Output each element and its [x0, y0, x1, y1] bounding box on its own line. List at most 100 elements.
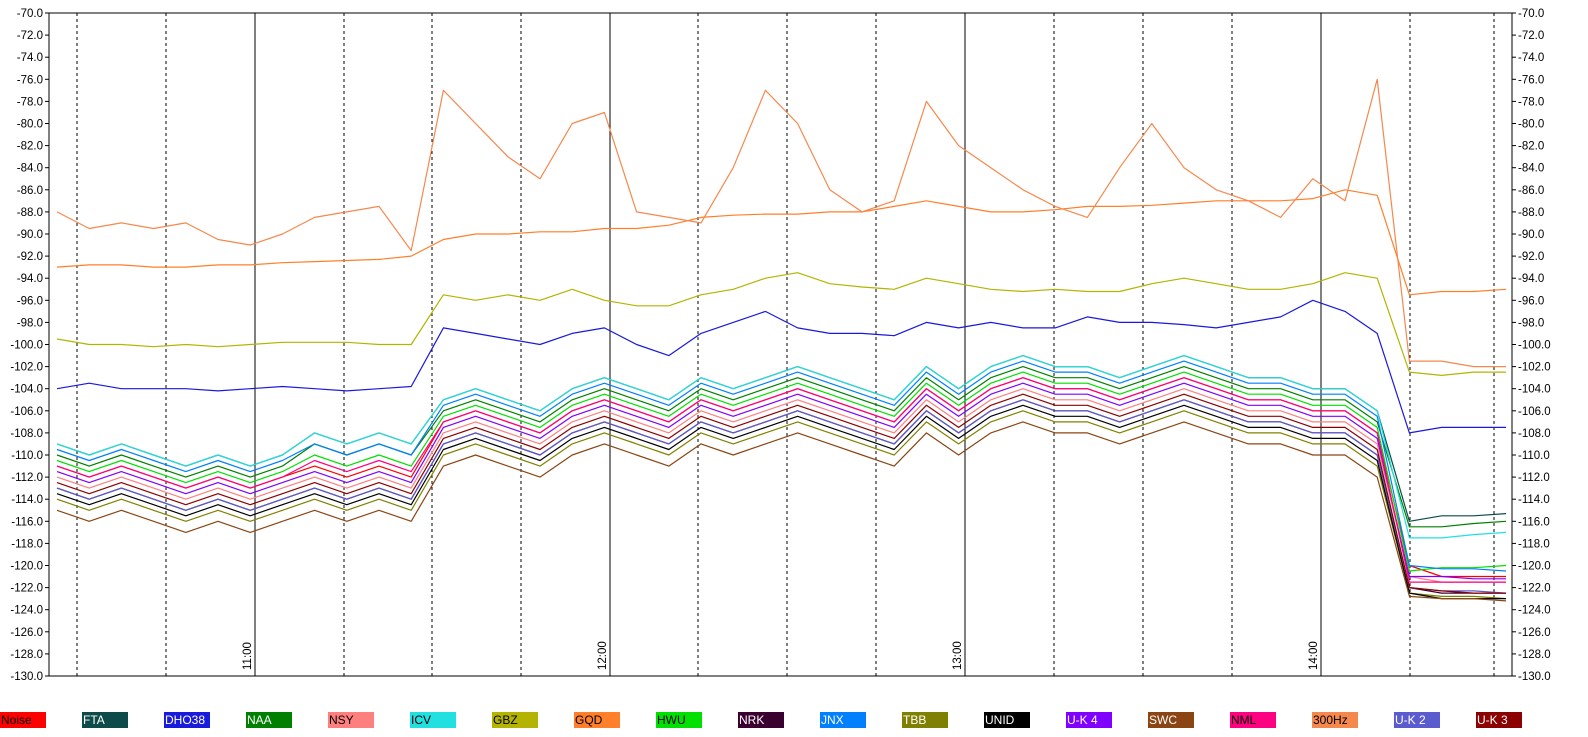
x-time-label: 11:00 [242, 642, 254, 670]
y-tick-label-left: -126.0 [10, 627, 43, 639]
y-tick-label-right: -72.0 [1518, 30, 1544, 42]
series-line-gbz [56, 272, 1506, 376]
y-tick-label-left: -92.0 [17, 251, 43, 263]
y-tick-label-right: -120.0 [1518, 561, 1551, 573]
y-tick-label-right: -80.0 [1518, 119, 1544, 131]
y-tick-label-left: -94.0 [17, 273, 43, 285]
y-tick-label-left: -130.0 [10, 671, 43, 683]
legend-item-noise: Noise [0, 712, 46, 728]
legend-item-300hz: 300Hz [1312, 712, 1358, 728]
series-line-gqd [56, 189, 1507, 296]
series-line-tbb [56, 410, 1507, 600]
series-line-jnx [56, 360, 1507, 572]
legend-item-nrk: NRK [738, 712, 784, 728]
y-tick-label-left: -80.0 [17, 119, 43, 131]
y-tick-label-left: -110.0 [11, 450, 43, 462]
y-tick-label-right: -100.0 [1518, 340, 1551, 352]
series-line-u-k-3 [56, 393, 1506, 594]
y-tick-label-right: -122.0 [1518, 583, 1551, 595]
line-chart: -70.0 -70.0 -72.0 -72.0 -74.0 -74.0 -76.0 -76.0… [10, 8, 1550, 683]
y-tick-label-right: -104.0 [1518, 384, 1551, 396]
legend-item-jnx: JNX [820, 712, 866, 728]
series-line-hwu [56, 371, 1507, 572]
y-tick-label-left: -100.0 [10, 340, 43, 352]
series-line-u-k-2 [56, 399, 1507, 594]
series-line-dho38 [56, 299, 1506, 434]
y-tick-label-right: -74.0 [1518, 52, 1544, 64]
y-tick-label-right: -96.0 [1518, 295, 1544, 307]
legend-item-unid: UNID [984, 712, 1030, 728]
y-tick-label-left: -96.0 [17, 295, 43, 307]
y-tick-label-left: -90.0 [17, 229, 43, 241]
series-line-unid [56, 404, 1506, 600]
y-tick-label-right: -78.0 [1518, 96, 1544, 108]
y-tick-label-right: -88.0 [1518, 207, 1544, 219]
y-tick-label-right: -106.0 [1518, 406, 1551, 418]
y-tick-label-right: -110.0 [1518, 450, 1550, 462]
y-tick-label-right: -108.0 [1518, 428, 1551, 440]
legend-item-u-k-3: U-K 3 [1476, 712, 1522, 728]
y-tick-label-right: -70.0 [1518, 8, 1544, 20]
legend-item-tbb: TBB [902, 712, 948, 728]
y-tick-label-right: -118.0 [1518, 538, 1550, 550]
y-tick-label-left: -108.0 [10, 428, 43, 440]
y-tick-label-right: -90.0 [1518, 229, 1544, 241]
legend-item-hwu: HWU [656, 712, 702, 728]
y-tick-label-left: -118.0 [11, 538, 43, 550]
plot-frame [48, 12, 1513, 677]
legend-item-swc: SWC [1148, 712, 1194, 728]
legend-item-gbz: GBZ [492, 712, 538, 728]
y-tick-label-right: -86.0 [1518, 185, 1544, 197]
y-tick-label-right: -92.0 [1518, 251, 1544, 263]
chart-axes: -70.0 -70.0 -72.0 -72.0 -74.0 -74.0 -76.0 -76.0… [10, 8, 1550, 683]
chart-grid [76, 13, 1495, 676]
y-tick-label-right: -82.0 [1518, 141, 1544, 153]
y-tick-label-right: -116.0 [1518, 516, 1550, 528]
x-time-label: 12:00 [597, 641, 609, 670]
y-tick-label-right: -114.0 [1518, 494, 1550, 506]
y-tick-label-left: -120.0 [10, 561, 43, 573]
y-tick-label-right: -102.0 [1518, 362, 1551, 374]
y-tick-label-left: -86.0 [17, 185, 43, 197]
y-tick-label-right: -128.0 [1518, 649, 1551, 661]
y-tick-label-left: -104.0 [10, 384, 43, 396]
series-lines [56, 78, 1507, 602]
legend-item-gqd: GQD [574, 712, 620, 728]
legend-item-fta: FTA [82, 712, 128, 728]
series-line-naa [56, 366, 1507, 528]
y-tick-label-left: -114.0 [11, 494, 43, 506]
y-tick-label-left: -112.0 [11, 472, 43, 484]
legend-item-dho38: DHO38 [164, 712, 210, 728]
y-tick-label-right: -94.0 [1518, 273, 1544, 285]
y-tick-label-left: -106.0 [10, 406, 43, 418]
y-tick-label-right: -84.0 [1518, 163, 1544, 175]
series-line-icv [56, 355, 1507, 539]
y-tick-label-left: -82.0 [17, 141, 43, 153]
y-tick-label-left: -88.0 [17, 207, 43, 219]
y-tick-label-left: -122.0 [10, 583, 43, 595]
series-line-nml [56, 377, 1506, 583]
y-tick-label-right: -130.0 [1518, 671, 1551, 683]
series-line-u-k-4 [56, 382, 1506, 580]
legend-item-u-k-2: U-K 2 [1394, 712, 1440, 728]
y-tick-label-right: -98.0 [1518, 317, 1544, 329]
y-tick-label-left: -78.0 [17, 96, 43, 108]
x-time-label: 14:00 [1308, 641, 1320, 670]
y-tick-label-left: -124.0 [10, 605, 43, 617]
y-tick-label-left: -98.0 [17, 317, 43, 329]
series-line-nsy [56, 388, 1506, 583]
series-line-swc [56, 421, 1507, 602]
x-time-label: 13:00 [952, 641, 964, 670]
y-tick-label-left: -70.0 [17, 8, 43, 20]
legend-item-nml: NML [1230, 712, 1276, 728]
y-tick-label-left: -116.0 [11, 516, 43, 528]
y-tick-label-left: -72.0 [17, 30, 43, 42]
y-tick-label-left: -84.0 [17, 163, 43, 175]
legend-item-u-k-4: U-K 4 [1066, 712, 1112, 728]
y-tick-label-right: -112.0 [1518, 472, 1550, 484]
y-tick-label-right: -124.0 [1518, 605, 1551, 617]
legend-item-nsy: NSY [328, 712, 374, 728]
y-tick-label-right: -76.0 [1518, 74, 1544, 86]
series-line-300hz [56, 78, 1506, 368]
y-tick-label-left: -74.0 [17, 52, 43, 64]
